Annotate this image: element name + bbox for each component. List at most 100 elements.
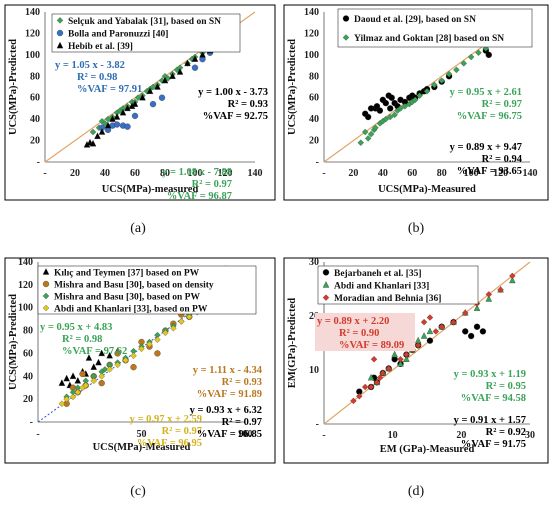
x-tick-label: - bbox=[322, 168, 325, 179]
series-1-point bbox=[401, 103, 409, 110]
series-0-point bbox=[364, 113, 372, 121]
legend-1-point bbox=[322, 281, 330, 288]
series-0-point bbox=[85, 354, 93, 361]
series-0-point bbox=[74, 377, 82, 384]
series-1-point bbox=[438, 77, 445, 84]
series-3-point bbox=[154, 336, 161, 343]
series-0-point bbox=[106, 351, 113, 359]
panel-frame bbox=[283, 257, 549, 464]
annotation-line: y = 1.11 x - 4.34 bbox=[193, 365, 263, 376]
legend-0-point bbox=[56, 17, 64, 24]
legend-1-point bbox=[342, 34, 350, 41]
series-2-point bbox=[376, 374, 384, 381]
series-0-point bbox=[462, 328, 469, 335]
series-3-point bbox=[130, 352, 137, 359]
y-tick-label: 20 bbox=[23, 394, 33, 405]
series-3-point bbox=[138, 345, 145, 353]
series-1-point bbox=[372, 124, 379, 131]
annotation-line: %VAF = 89.09 bbox=[339, 340, 404, 351]
series-0-point bbox=[58, 379, 66, 386]
legend-3-point bbox=[42, 304, 50, 312]
series-1-point bbox=[391, 350, 398, 358]
legend-label: Moradian and Behnia [36] bbox=[334, 294, 441, 304]
series-2-point bbox=[113, 113, 121, 120]
series-2-point bbox=[373, 379, 381, 386]
series-1-point bbox=[473, 304, 481, 311]
series-0-point bbox=[376, 107, 384, 114]
legend-label: Yilmaz and Goktan [28] based on SN bbox=[354, 34, 504, 44]
series-3-point bbox=[74, 389, 82, 396]
series-1-point bbox=[420, 332, 428, 339]
x-tick-label: - bbox=[322, 430, 325, 441]
legend-1-point bbox=[42, 280, 50, 288]
series-1-point bbox=[114, 350, 121, 357]
y-tick-label: 20 bbox=[309, 311, 319, 322]
series-3-point bbox=[90, 377, 97, 385]
series-1-point bbox=[485, 295, 493, 302]
y-axis-label: UCS(MPa)-Predicted bbox=[8, 39, 19, 135]
panel-caption: (a) bbox=[130, 221, 146, 236]
y-tick-label: - bbox=[37, 157, 40, 168]
chart-panel-a: - 20 40 60 80 100 120 140 - 20 40 60 80 100 120 140 UCS(… bbox=[4, 4, 276, 236]
y-tick-label: 40 bbox=[309, 114, 319, 125]
x-tick-label: 10 bbox=[388, 430, 398, 441]
legend-label: Kılıç and Teymen [37] based on PW bbox=[54, 269, 200, 279]
series-2-point bbox=[124, 104, 131, 112]
series-1-point bbox=[361, 128, 369, 136]
legend-box bbox=[51, 13, 241, 53]
series-1-point bbox=[79, 370, 86, 378]
series-1-point bbox=[412, 96, 419, 104]
legend-2-point bbox=[42, 292, 50, 300]
annotation-line: y = 0.93 x + 6.32 bbox=[190, 405, 262, 416]
panel-frame bbox=[4, 4, 276, 201]
annotation-line: %VAF = 93.65 bbox=[457, 166, 522, 177]
x-tick-label: 40 bbox=[378, 168, 388, 179]
legend-label: Bejarbaneh et al. [35] bbox=[334, 269, 422, 279]
legend-label: Abdi and Khanlari [33] bbox=[334, 282, 429, 292]
series-0-point bbox=[134, 94, 142, 101]
x-tick-label: 100 bbox=[238, 429, 253, 440]
x-tick-label: 100 bbox=[188, 168, 203, 179]
annotation-line: %VAF = 97.91 bbox=[77, 84, 142, 95]
chart-panel-d: - 10 20 30 - 10 20 30 EM (GPa)-Measured EM(GPa)-P… bbox=[283, 257, 549, 499]
legend-label: Selçuk and Yabalak [31], based on SN bbox=[68, 17, 221, 27]
y-tick-label: 80 bbox=[309, 71, 319, 82]
annotation-line: y = 1.00 x - 3.73 bbox=[198, 87, 268, 98]
series-3-point bbox=[106, 366, 113, 373]
series-2-point bbox=[184, 59, 191, 67]
annotation-line: %VAF = 91.89 bbox=[197, 389, 262, 400]
annotation-line: %VAF = 96.87 bbox=[167, 191, 232, 202]
series-0-point bbox=[387, 105, 394, 112]
legend-label: Mishra and Basu [30], based on PW bbox=[54, 293, 200, 303]
legend-0-point bbox=[42, 268, 50, 275]
series-1-point bbox=[130, 363, 137, 371]
legend-box bbox=[317, 265, 479, 305]
y-tick-label: 60 bbox=[30, 93, 40, 104]
annotation-line: R² = 0.97 bbox=[482, 99, 522, 110]
series-0-point bbox=[485, 51, 492, 59]
x-axis-label: EM (GPa)-Measured bbox=[380, 444, 475, 455]
legend-label: Hebib et al. [39] bbox=[68, 42, 133, 52]
series-3-point bbox=[170, 325, 177, 332]
annotation-line: %VAF = 91.75 bbox=[461, 439, 526, 450]
legend-box bbox=[37, 265, 257, 315]
panel-caption: (b) bbox=[408, 221, 425, 236]
annotation-line: y = 0.95 x + 4.83 bbox=[40, 322, 112, 333]
series-2-point bbox=[109, 115, 116, 122]
series-1-point bbox=[426, 327, 434, 335]
x-tick-label: 20 bbox=[348, 168, 358, 179]
series-1-point bbox=[131, 112, 139, 120]
annotation-line: R² = 0.93 bbox=[222, 377, 262, 388]
y-tick-label: 40 bbox=[30, 114, 40, 125]
y-axis-label: UCS(MPa)-Predicted bbox=[8, 294, 19, 390]
series-2-point bbox=[161, 76, 169, 84]
series-1-point bbox=[367, 373, 375, 381]
series-2-point bbox=[356, 393, 363, 400]
y-tick-label: 80 bbox=[23, 326, 33, 337]
annotation-highlight bbox=[315, 313, 415, 351]
legend-label: Daoud et al. [29], based on SN bbox=[354, 15, 476, 25]
series-1-point bbox=[382, 115, 390, 123]
